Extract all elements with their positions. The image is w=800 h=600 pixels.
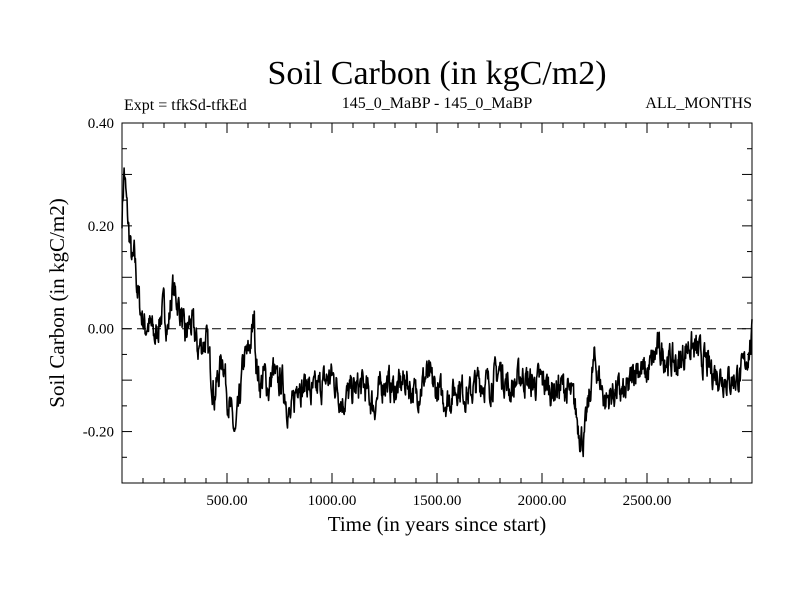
x-tick-label: 1000.00 [308, 493, 357, 509]
period-label: 145_0_MaBP - 145_0_MaBP [342, 95, 533, 112]
soil-carbon-series-line [121, 167, 753, 458]
axis-ticks [122, 123, 752, 483]
axis-tick-labels: 500.00 1000.00 1500.00 2000.00 2500.00 0.40 0.… [83, 116, 672, 509]
x-tick-label: 1500.00 [413, 493, 462, 509]
y-tick-label: 0.20 [88, 219, 114, 235]
experiment-label: Expt = tfkSd-tfkEd [124, 97, 247, 114]
y-axis-label: Soil Carbon (in kgC/m2) [45, 198, 69, 407]
y-tick-label: -0.20 [83, 425, 114, 441]
x-tick-label: 2500.00 [623, 493, 672, 509]
chart-title: Soil Carbon (in kgC/m2) [267, 55, 606, 92]
x-axis-label: Time (in years since start) [328, 512, 547, 536]
x-tick-label: 2000.00 [518, 493, 567, 509]
plot-frame [121, 122, 753, 484]
y-tick-label: 0.40 [88, 116, 114, 132]
months-label: ALL_MONTHS [645, 95, 752, 112]
x-tick-label: 500.00 [206, 493, 247, 509]
y-tick-label: 0.00 [88, 322, 114, 338]
